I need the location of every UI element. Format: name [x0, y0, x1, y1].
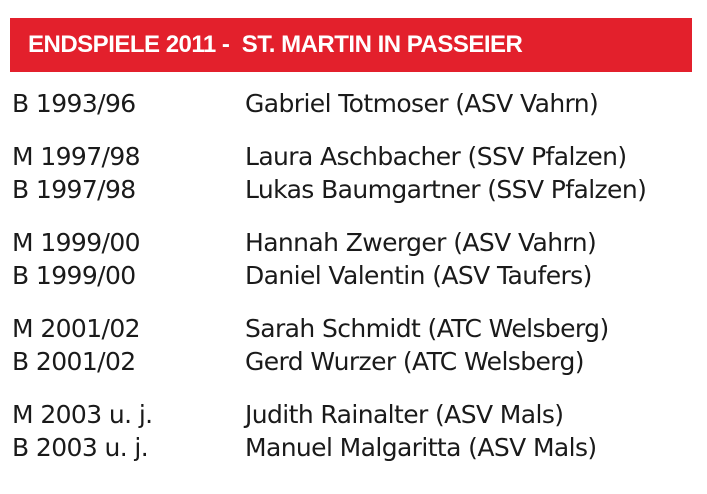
winner: Sarah Schmidt (ATC Welsberg): [245, 314, 609, 343]
category: B 2001/02: [12, 347, 136, 376]
winner: Daniel Valentin (ASV Taufers): [245, 261, 592, 290]
header-bar: ENDSPIELE 2011 - ST. MARTIN IN PASSEIER: [10, 18, 692, 72]
winner: Gabriel Totmoser (ASV Vahrn): [245, 89, 599, 118]
category: M 1999/00: [12, 228, 141, 257]
winner: Hannah Zwerger (ASV Vahrn): [245, 228, 597, 257]
winner: Judith Rainalter (ASV Mals): [245, 400, 564, 429]
category: B 2003 u. j.: [12, 433, 149, 462]
category: B 1997/98: [12, 175, 136, 204]
header-title: ENDSPIELE 2011 - ST. MARTIN IN PASSEIER: [28, 31, 523, 58]
category: M 2003 u. j.: [12, 400, 153, 429]
winner: Manuel Malgaritta (ASV Mals): [245, 433, 597, 462]
winner: Gerd Wurzer (ATC Welsberg): [245, 347, 585, 376]
category: B 1993/96: [12, 89, 136, 118]
category: M 1997/98: [12, 142, 141, 171]
category: B 1999/00: [12, 261, 136, 290]
category: M 2001/02: [12, 314, 141, 343]
winner: Laura Aschbacher (SSV Pfalzen): [245, 142, 627, 171]
winner: Lukas Baumgartner (SSV Pfalzen): [245, 175, 647, 204]
